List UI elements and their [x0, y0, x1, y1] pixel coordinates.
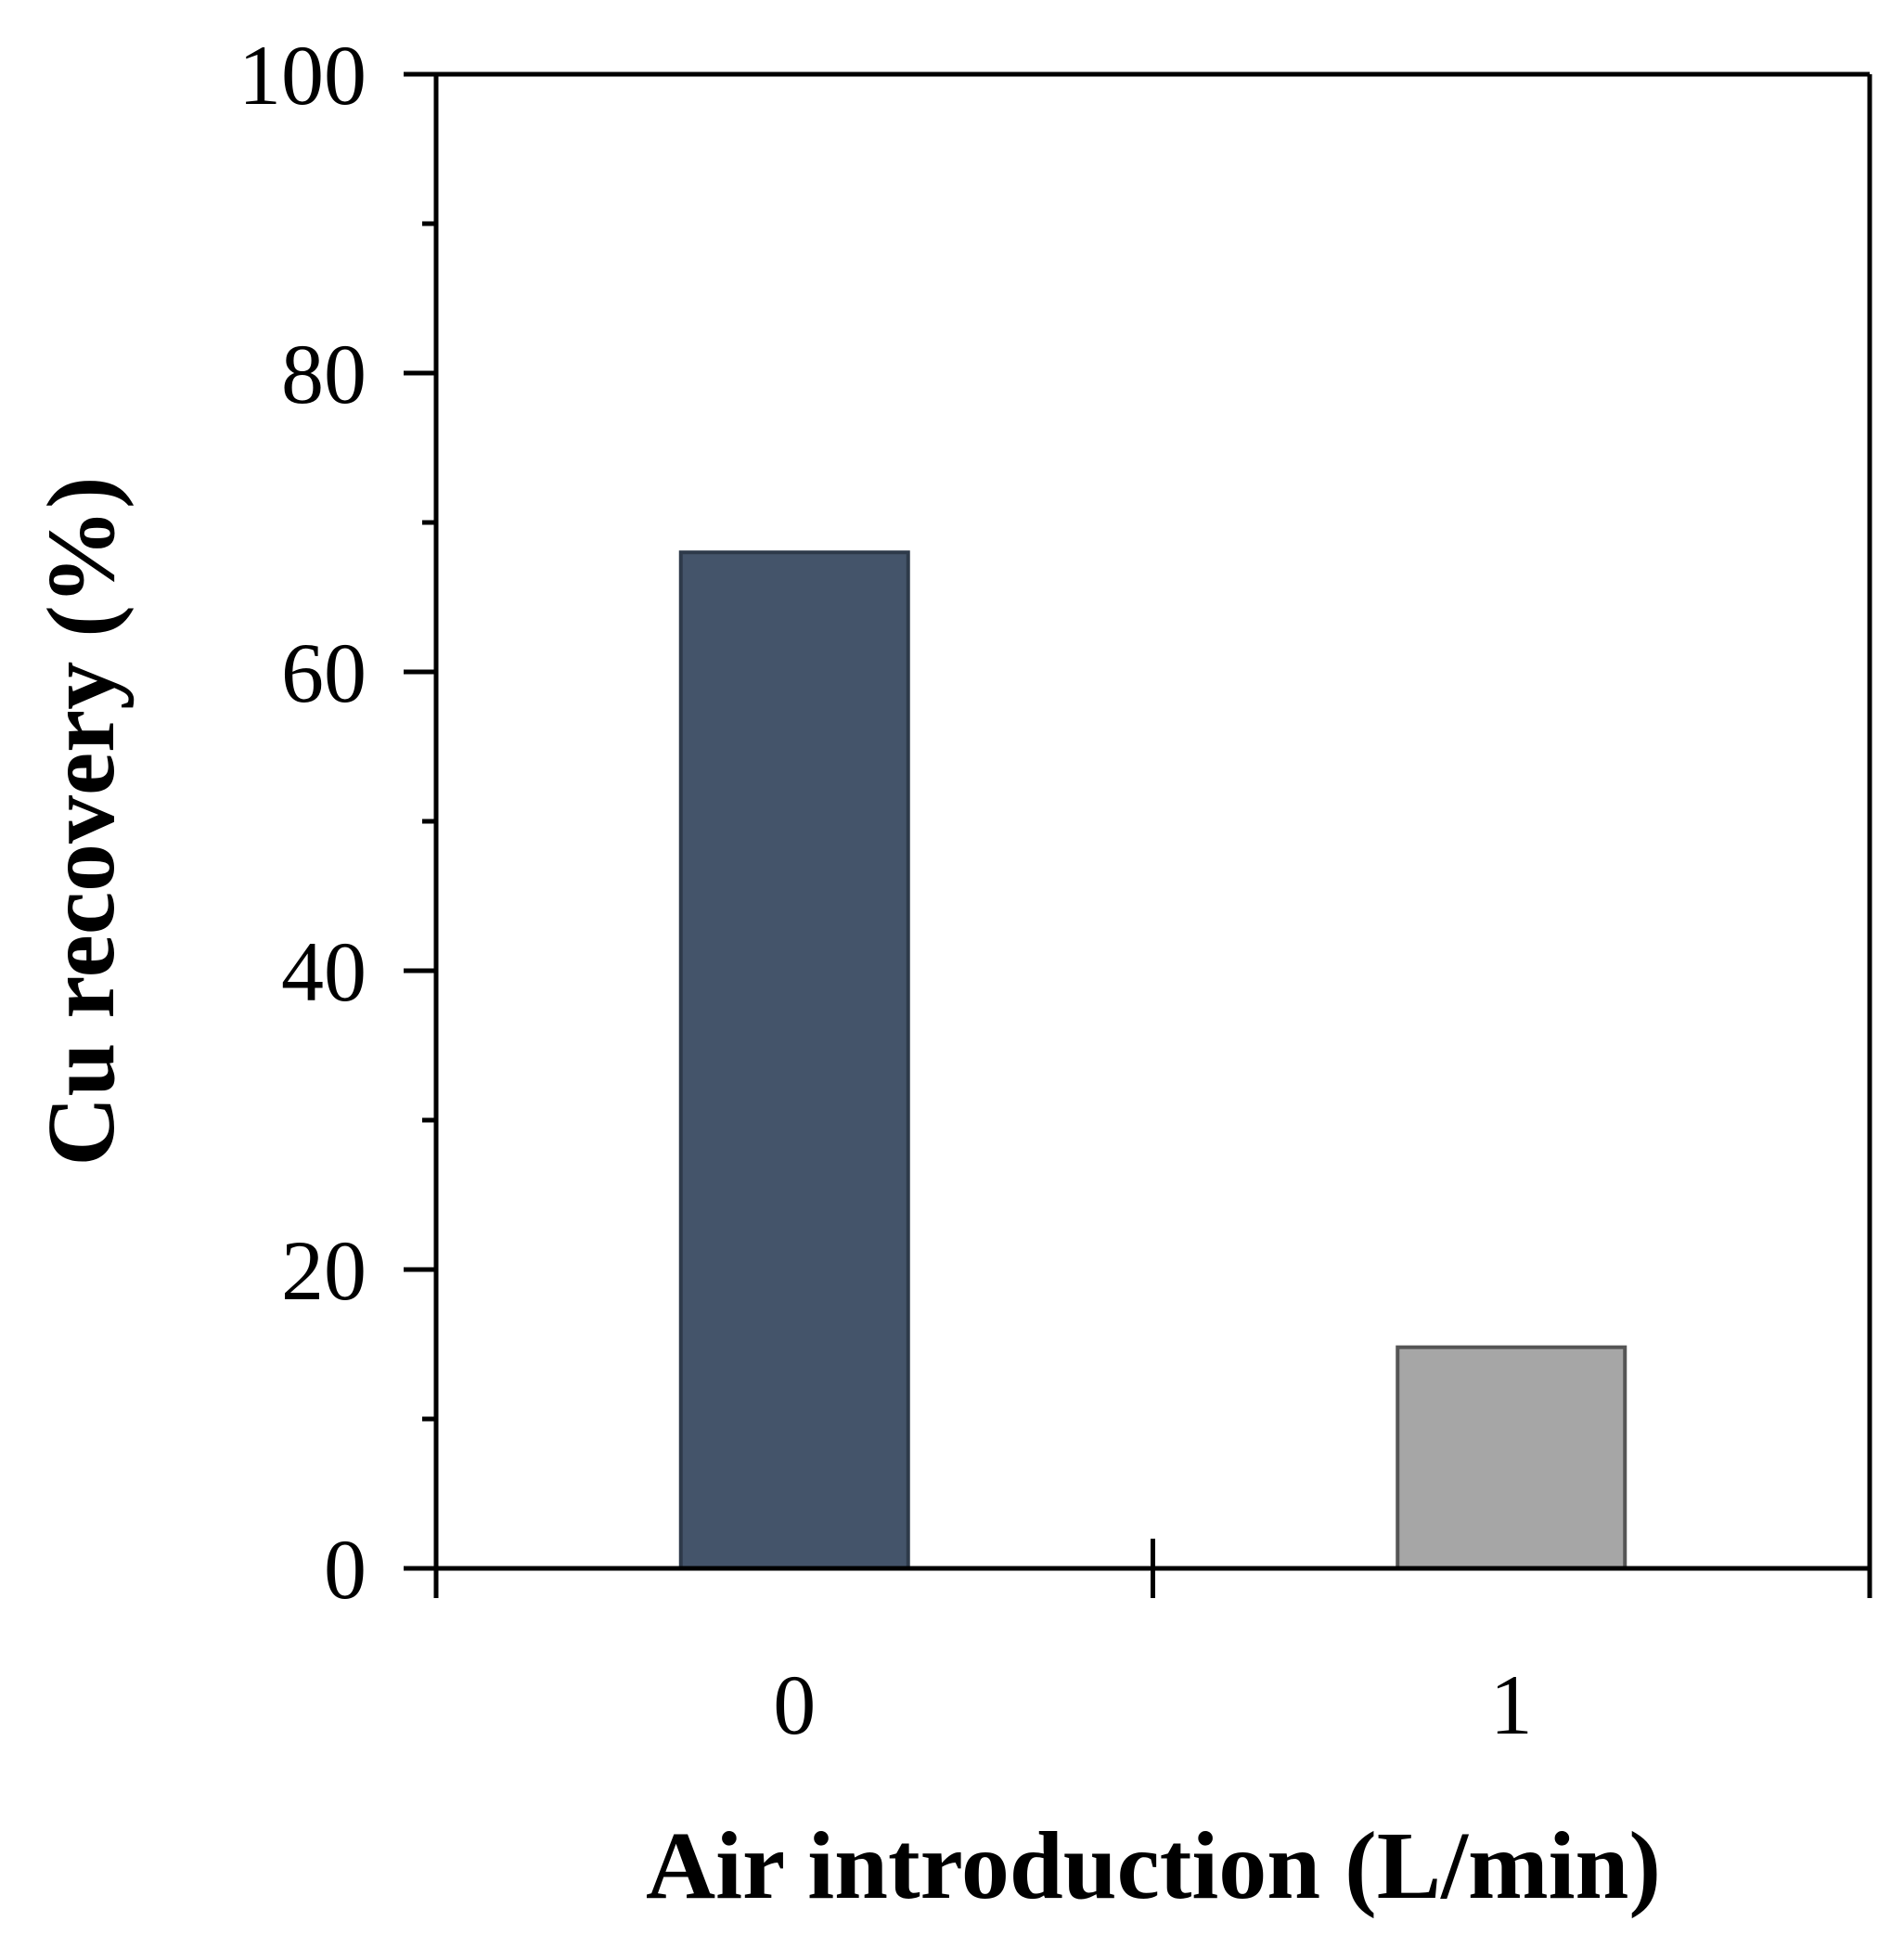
x-tick-label: 0: [773, 1657, 816, 1752]
y-tick-label: 40: [281, 924, 367, 1019]
y-tick-labels: 0 20 40 60 80 100: [238, 28, 367, 1617]
y-tick-label: 60: [281, 625, 367, 720]
x-axis-title: Air introduction (L/min): [646, 1812, 1661, 1919]
y-axis-title: Cu recovery (%): [28, 476, 135, 1166]
plot-frame: [404, 71, 1872, 1598]
y-tick-label: 20: [281, 1223, 367, 1318]
bars: [678, 550, 1627, 1571]
bar-0: [678, 550, 910, 1571]
y-tick-label: 100: [238, 28, 367, 122]
bar-1: [1396, 1345, 1627, 1570]
y-tick-label: 0: [324, 1522, 367, 1617]
y-tick-label: 80: [281, 327, 367, 421]
x-tick-label: 1: [1490, 1657, 1533, 1752]
